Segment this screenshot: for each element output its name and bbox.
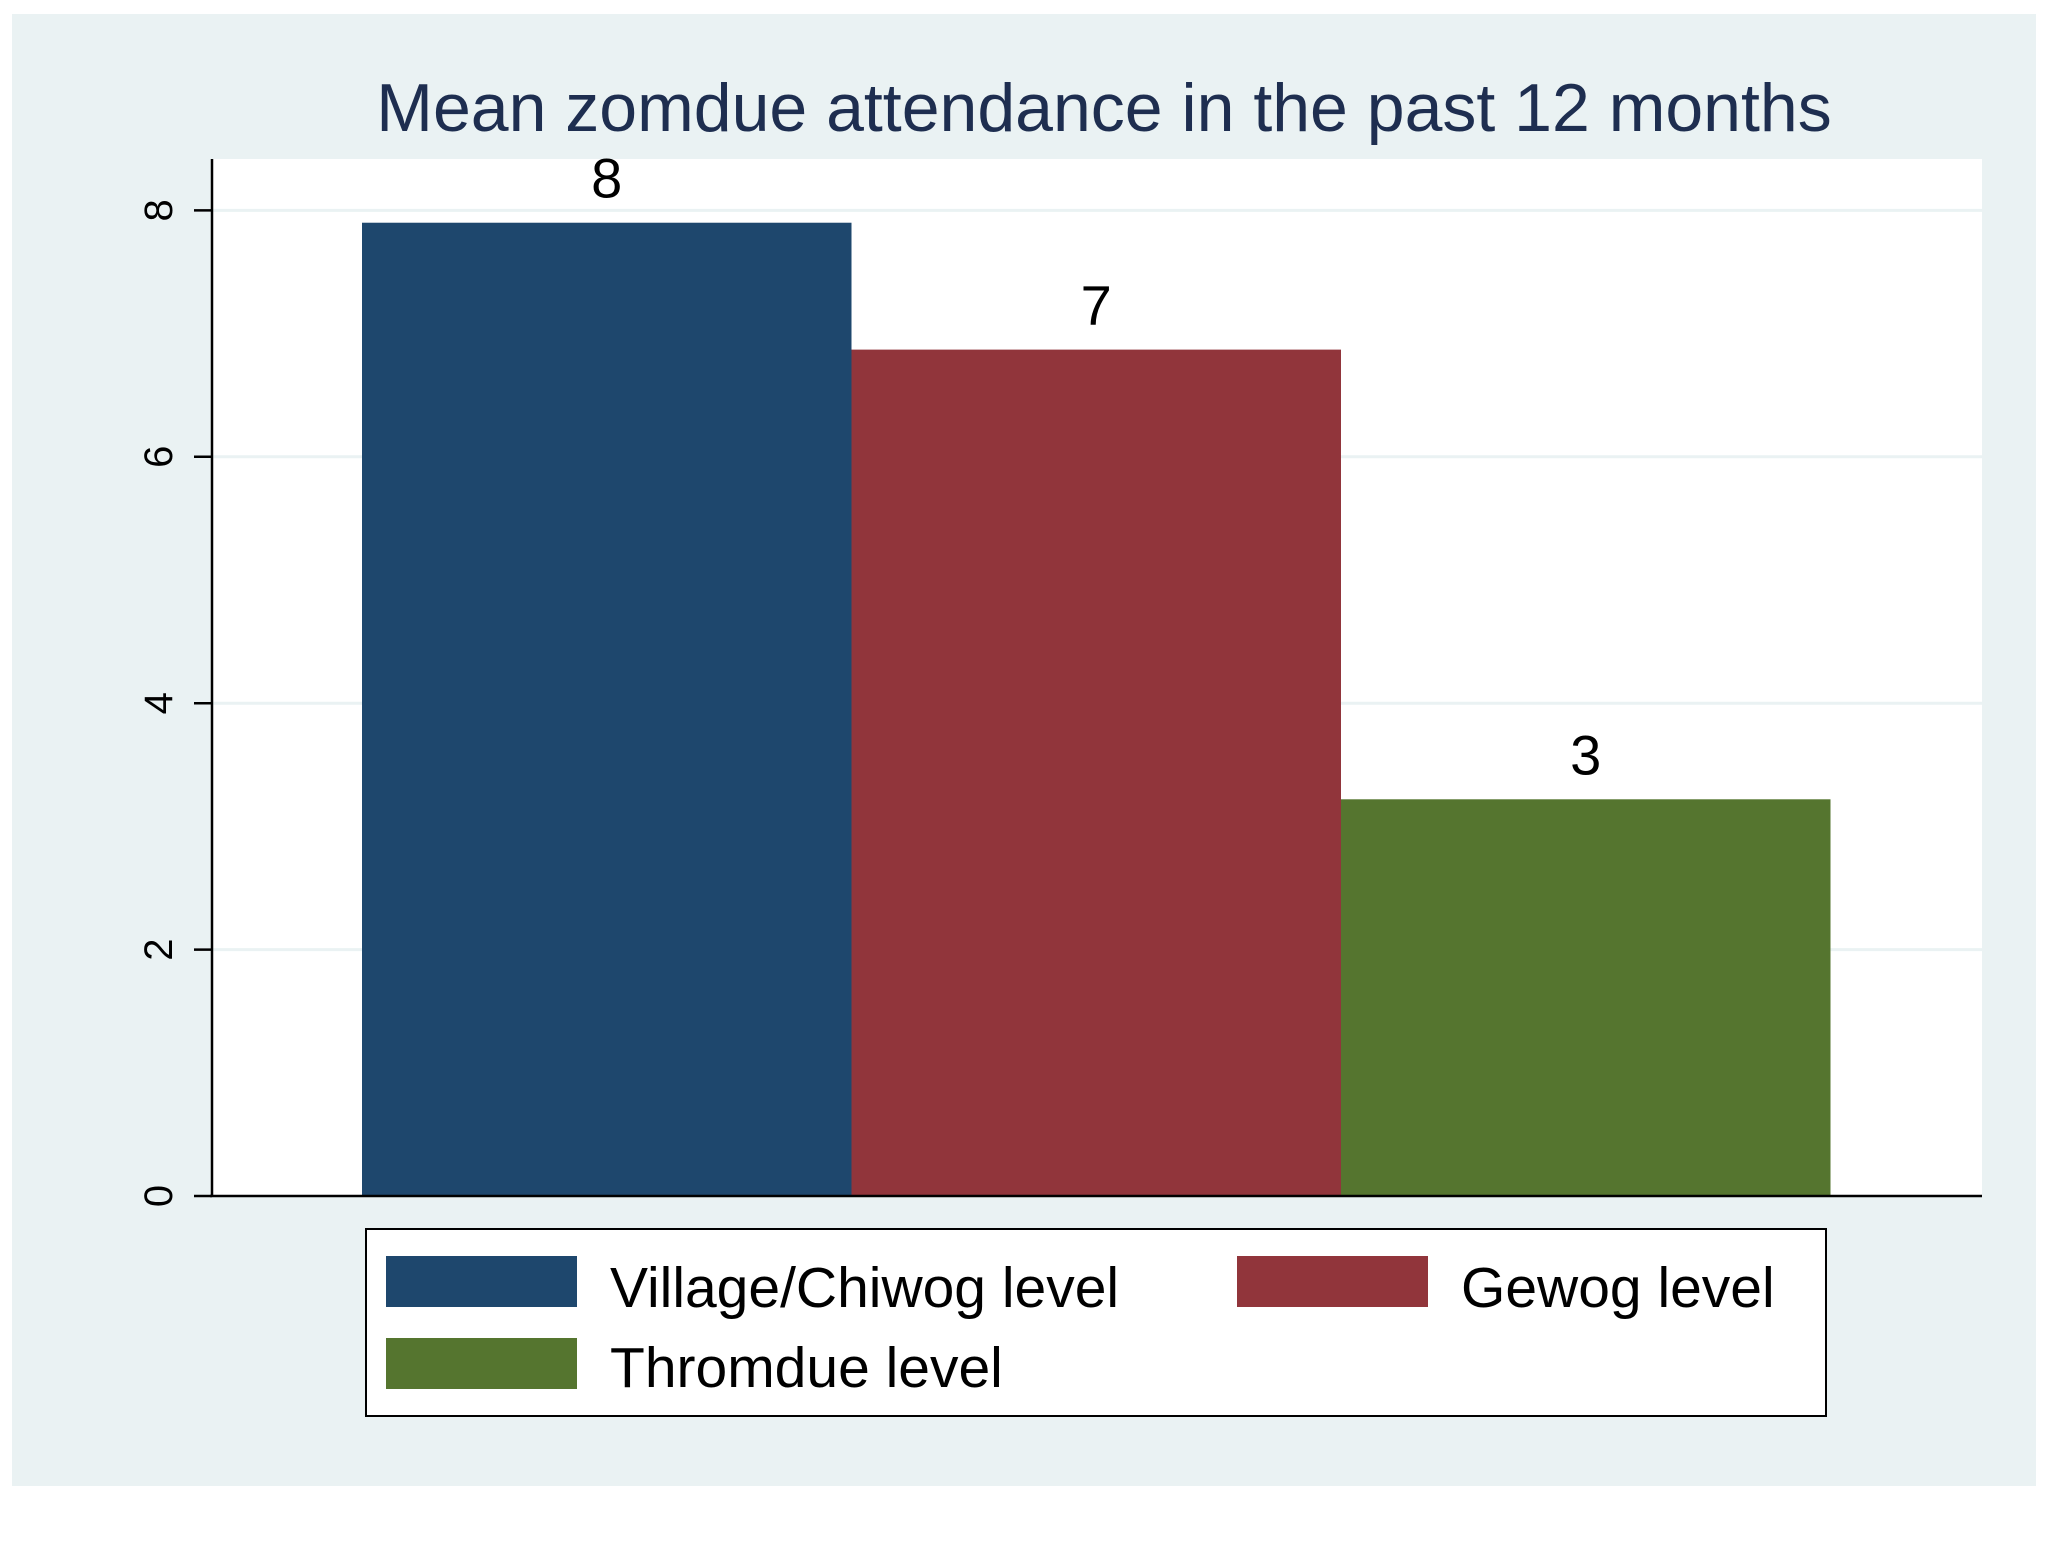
- legend: Village/Chiwog level Gewog level Thromdue …: [365, 1228, 1827, 1417]
- data-labels: 8 7 3: [591, 147, 1601, 787]
- legend-label: Thromdue level: [610, 1336, 1003, 1400]
- y-tick-label: 4: [137, 692, 181, 714]
- y-tick-label: 6: [137, 446, 181, 468]
- legend-swatch: [386, 1338, 577, 1389]
- y-tick-label: 2: [137, 938, 181, 960]
- legend-swatch: [1237, 1256, 1428, 1307]
- bar-value-label: 7: [1081, 274, 1112, 337]
- chart-title: Mean zomdue attendance in the past 12 mo…: [376, 70, 1831, 146]
- legend-label: Village/Chiwog level: [610, 1256, 1119, 1320]
- legend-box: [365, 1228, 1827, 1417]
- bars: [362, 222, 1831, 1197]
- y-axis-ticks: 0 2 4 6 8: [137, 199, 212, 1207]
- bar-3: [1341, 799, 1831, 1196]
- bar-value-label: 3: [1570, 723, 1601, 786]
- legend-items: Village/Chiwog level Gewog level Thromdue …: [386, 1256, 1775, 1400]
- y-tick-label: 8: [137, 199, 181, 221]
- legend-label: Gewog level: [1461, 1256, 1775, 1320]
- legend-swatch: [386, 1256, 577, 1307]
- bar-1: [362, 222, 852, 1197]
- bar-2: [851, 349, 1341, 1197]
- bar-value-label: 8: [591, 147, 622, 210]
- y-tick-label: 0: [137, 1185, 181, 1207]
